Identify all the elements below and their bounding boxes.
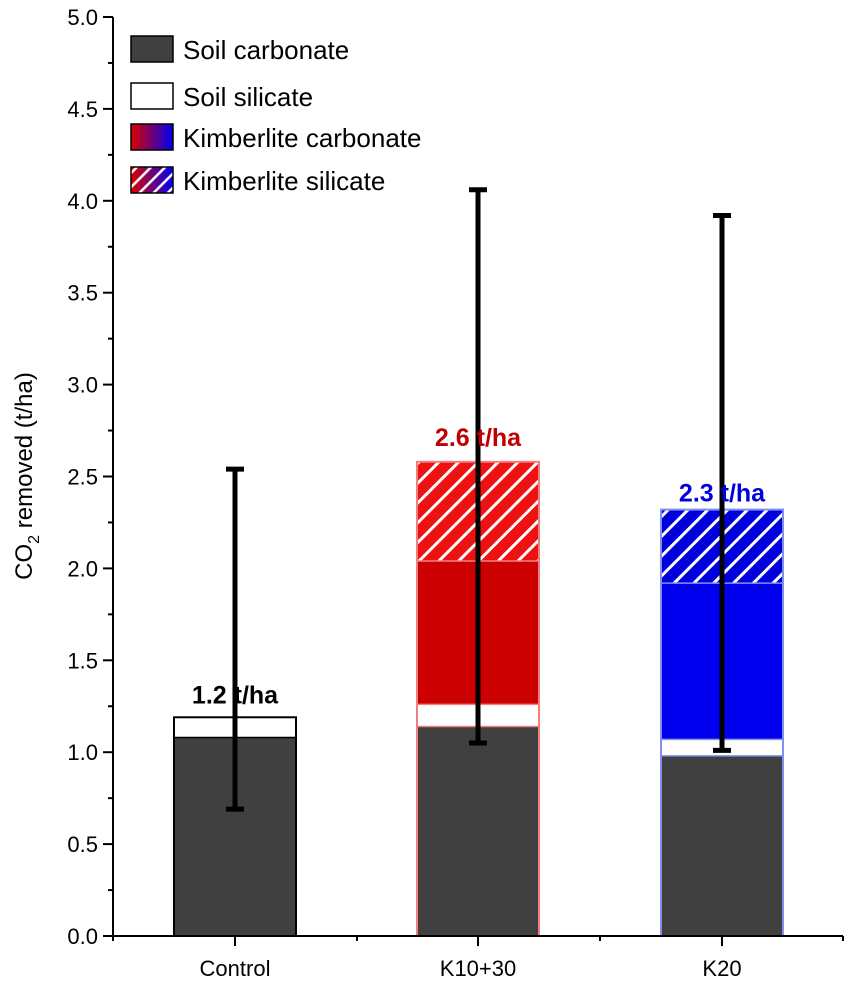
y-axis-label-main: CO: [11, 544, 38, 580]
legend-label-kimberlite-silicate: Kimberlite silicate: [183, 166, 385, 196]
legend-label-kimberlite-carbonate: Kimberlite carbonate: [183, 123, 421, 153]
y-tick-label: 4.0: [67, 189, 98, 214]
error-bars-layer: [226, 187, 731, 812]
axes-layer: 0.0 0.5 1.0 1.5 2.0 2.5 3.0 3.5 4.0 4.5 5.0 Control…: [67, 5, 844, 981]
y-tick-label: 5.0: [67, 5, 98, 30]
annotations-layer: 1.2 t/ha 2.6 t/ha 2.3 t/ha: [192, 424, 766, 709]
legend-label-soil-carbonate: Soil carbonate: [183, 35, 349, 65]
y-axis-label-rest: removed (t/ha): [11, 372, 38, 535]
legend: Soil carbonate Soil silicate Kimberlite …: [130, 35, 421, 196]
y-tick-label: 3.0: [67, 373, 98, 398]
x-tick-label: Control: [200, 956, 271, 981]
legend-swatch-kimberlite-carbonate: [130, 123, 174, 151]
bar-soil-carbonate-k10-30: [417, 726, 539, 936]
total-label-2: 2.6 t/ha: [435, 424, 522, 452]
y-tick-label: 1.0: [67, 740, 98, 765]
legend-swatch-kimberlite-silicate: [130, 166, 174, 194]
x-tick-label: K20: [702, 956, 741, 981]
y-axis-label-sub: 2: [26, 535, 43, 544]
legend-label-soil-silicate: Soil silicate: [183, 82, 313, 112]
y-tick-label: 4.5: [67, 97, 98, 122]
legend-swatch-soil-silicate: [130, 82, 174, 110]
y-tick-label: 0.0: [67, 924, 98, 949]
bar-soil-carbonate-k20: [661, 755, 783, 936]
y-tick-label: 0.5: [67, 832, 98, 857]
total-label-3: 2.3 t/ha: [679, 479, 766, 507]
y-tick-label: 2.0: [67, 556, 98, 581]
y-tick-label: 2.5: [67, 465, 98, 490]
legend-swatch-soil-carbonate: [130, 35, 174, 63]
y-tick-label: 3.5: [67, 281, 98, 306]
y-tick-label: 1.5: [67, 648, 98, 673]
total-label-1: 1.2 t/ha: [192, 681, 279, 709]
x-tick-label: K10+30: [440, 956, 516, 981]
y-axis-label: CO2 removed (t/ha): [11, 372, 43, 580]
